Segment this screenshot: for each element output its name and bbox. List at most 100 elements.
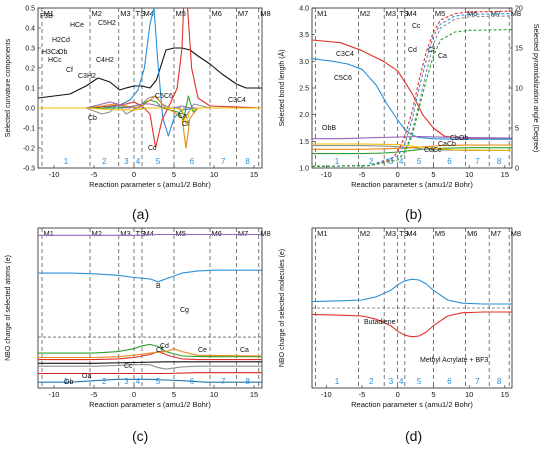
annotation-label: C3C4 <box>228 97 246 104</box>
stationary-label: M2 <box>92 9 102 18</box>
region-number: 1 <box>64 377 69 386</box>
x-tick-label: 15 <box>501 170 509 179</box>
annotation-label: Cg <box>180 307 189 314</box>
y-tick-label: 4.0 <box>299 6 309 13</box>
x-tick-label: -5 <box>359 170 366 179</box>
x-tick-label: 0 <box>132 170 136 179</box>
y-right-tick-label: 0 <box>515 166 519 173</box>
region-number: 5 <box>156 377 161 386</box>
x-tick-label: 10 <box>465 390 473 399</box>
annotation-label: Cf <box>428 47 435 54</box>
series-line <box>312 29 512 167</box>
panel-label-a: (a) <box>132 206 150 222</box>
y-right-tick-label: 20 <box>515 6 523 13</box>
x-tick-label: 0 <box>396 390 400 399</box>
stationary-label: M5 <box>176 229 186 238</box>
series-line <box>312 311 512 338</box>
annotation-label: Methyl Acrylate + BF3 <box>420 357 488 364</box>
annotation-label: Cb <box>88 115 97 122</box>
region-number: 1 <box>335 157 340 166</box>
series-line <box>38 343 262 358</box>
annotation-label: HCc <box>48 57 62 64</box>
stationary-label: M6 <box>212 9 222 18</box>
region-number: 3 <box>389 157 394 166</box>
region-number: 5 <box>156 157 161 166</box>
stationary-label: M2 <box>360 229 370 238</box>
x-tick-label: 10 <box>465 170 473 179</box>
annotation-label: Butadiene <box>364 319 396 326</box>
stationary-label: M7 <box>491 229 501 238</box>
series-line <box>312 135 512 140</box>
series-line <box>38 233 262 236</box>
series-line <box>38 361 262 364</box>
region-number: 7 <box>475 157 480 166</box>
y-tick-label: 0.3 <box>25 46 35 53</box>
region-number: 2 <box>369 377 374 386</box>
x-tick-label: -10 <box>49 170 60 179</box>
region-number: 8 <box>245 377 250 386</box>
y-tick-label: 2.0 <box>299 112 309 119</box>
region-number: 3 <box>124 157 129 166</box>
stationary-label: TS <box>399 229 409 238</box>
y-tick-label: 3.5 <box>299 32 309 39</box>
x-axis-label: Reaction parameter s (amu1/2 Bohr) <box>351 180 473 189</box>
annotation-label: H3Ca <box>42 49 60 56</box>
region-number: 8 <box>497 377 502 386</box>
annotation-label: CdCe <box>424 147 442 154</box>
region-number: 3 <box>124 377 129 386</box>
plot-frame <box>37 227 263 389</box>
region-number: 4 <box>136 377 141 386</box>
annotation-label: Ob <box>64 379 73 386</box>
x-tick-label: 10 <box>210 390 218 399</box>
annotation-label: C3C4 <box>336 51 354 58</box>
region-number: 8 <box>497 157 502 166</box>
series-line <box>312 278 512 305</box>
y-tick-label: 0.1 <box>25 86 35 93</box>
annotation-label: CaCb <box>438 141 456 148</box>
annotation-label: C5C6 <box>334 75 352 82</box>
series-line <box>38 101 262 109</box>
y-tick-label: -0.3 <box>23 166 35 173</box>
stationary-label: M3 <box>386 229 396 238</box>
stationary-label: M3 <box>386 9 396 18</box>
y-tick-label: -0.1 <box>23 126 35 133</box>
x-axis-label: Reaction parameter s (amu1/2 Bohr) <box>89 180 211 189</box>
region-number: 8 <box>245 157 250 166</box>
series-line <box>38 95 262 121</box>
stationary-label: M4 <box>144 9 154 18</box>
stationary-label: M7 <box>238 9 248 18</box>
y-right-axis-label: Selected pyramidalization angle (Degree) <box>532 24 539 152</box>
stationary-label: M2 <box>360 9 370 18</box>
x-tick-label: -5 <box>359 390 366 399</box>
stationary-label: M5 <box>435 229 445 238</box>
panel-label-b: (b) <box>405 206 423 222</box>
annotation-label: Cc <box>412 23 421 30</box>
series-line <box>312 58 512 140</box>
region-number: 5 <box>417 377 422 386</box>
stationary-label: M1 <box>317 9 327 18</box>
series-line <box>312 144 512 150</box>
stationary-label: M5 <box>176 9 186 18</box>
series-line <box>38 107 262 125</box>
annotation-label: Ca <box>240 347 249 354</box>
region-number: 3 <box>389 377 394 386</box>
y-tick-label: 0.5 <box>25 6 35 13</box>
panel-label-c: (c) <box>132 428 149 444</box>
annotation-label: Cc <box>124 363 133 370</box>
series-group <box>38 233 262 383</box>
y-right-tick-label: 10 <box>515 86 523 93</box>
panel-label-d: (d) <box>405 428 423 444</box>
series-line <box>312 143 512 151</box>
annotation-label: Ce <box>198 347 207 354</box>
stationary-label: M2 <box>92 229 102 238</box>
annotation-label: Oa <box>82 373 91 380</box>
y-tick-label: 2.5 <box>299 86 309 93</box>
stationary-label: M8 <box>511 9 521 18</box>
stationary-label: M3 <box>120 9 130 18</box>
